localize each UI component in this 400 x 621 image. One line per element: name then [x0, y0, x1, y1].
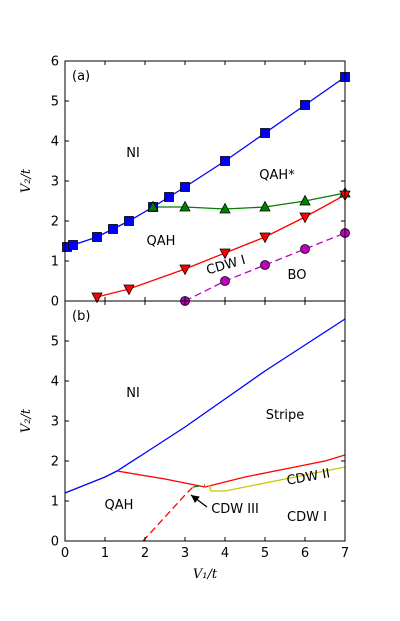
x-tick-label: 7 — [341, 546, 349, 561]
region-label: CDW III — [211, 502, 259, 517]
x-tick-label: 4 — [221, 546, 229, 561]
panel-b: 0 1 2 3 4 5 0 1 2 3 4 5 6 7 V₂/t V₁/t (b) NI Stripe QAH CDW … — [19, 300, 349, 582]
y-tick-label: 0 — [51, 535, 59, 550]
data-point-triangle-up — [219, 202, 231, 214]
data-point-circle — [260, 260, 270, 270]
data-point-square — [108, 224, 118, 234]
data-point-square — [180, 182, 190, 192]
region-label: BO — [288, 268, 307, 283]
data-point-triangle-down — [91, 292, 103, 304]
y-axis-label: V₂/t — [19, 168, 34, 193]
x-tick-label: 5 — [261, 546, 269, 561]
y-tick-label: 2 — [51, 215, 59, 230]
series-line-2 — [116, 470, 206, 488]
data-point-square — [124, 216, 134, 226]
y-tick-label: 4 — [51, 375, 59, 390]
data-point-triangle-down — [219, 248, 231, 260]
x-tick-label: 1 — [101, 546, 109, 561]
region-labels: NI Stripe QAH CDW II CDW III CDW I — [105, 386, 332, 525]
data-point-square — [92, 232, 102, 242]
data-point-triangle-down — [299, 212, 311, 224]
y-tick-label: 2 — [51, 455, 59, 470]
x-tick-label: 3 — [181, 546, 189, 561]
y-tick-label: 0 — [51, 295, 59, 310]
x-tick-label: 6 — [301, 546, 309, 561]
region-label: NI — [126, 146, 140, 161]
y-tick-label: 5 — [51, 335, 59, 350]
region-label: QAH — [147, 234, 176, 249]
region-label: CDW II — [286, 466, 332, 488]
plot-area — [65, 318, 345, 541]
y-tick-label: 3 — [51, 415, 59, 430]
y-ticks: 0 1 2 3 4 5 6 — [51, 55, 345, 310]
data-point-triangle-up — [259, 200, 271, 212]
data-point-triangle-up — [147, 200, 159, 212]
series-line-4 — [184, 232, 345, 301]
x-ticks — [64, 61, 346, 301]
panel-label: (b) — [72, 309, 90, 324]
region-label: NI — [126, 386, 140, 401]
y-tick-label: 1 — [51, 255, 59, 270]
region-label: QAH* — [259, 168, 295, 183]
region-label: Stripe — [266, 408, 305, 423]
data-point-circle — [300, 244, 310, 254]
data-point-circle — [220, 276, 230, 286]
data-point-square — [68, 240, 78, 250]
panel-label: (a) — [72, 69, 90, 84]
y-tick-label: 1 — [51, 495, 59, 510]
y-tick-label: 3 — [51, 175, 59, 190]
x-axis-label: V₁/t — [193, 567, 218, 582]
y-tick-label: 5 — [51, 95, 59, 110]
y-ticks: 0 1 2 3 4 5 — [51, 335, 345, 550]
x-ticks: 0 1 2 3 4 5 6 7 — [61, 301, 349, 561]
data-point-triangle-up — [299, 194, 311, 206]
data-point-square — [220, 156, 230, 166]
region-label: QAH — [105, 498, 134, 513]
y-tick-label: 6 — [51, 55, 59, 70]
series-line-3 — [204, 454, 345, 488]
region-label: CDW I — [287, 510, 327, 525]
annotation-arrow-head — [191, 495, 200, 503]
data-point-triangle-down — [179, 264, 191, 276]
series-line-4 — [208, 466, 345, 492]
data-point-triangle-down — [123, 284, 135, 296]
data-point-triangle-down — [259, 232, 271, 244]
data-point-square — [260, 128, 270, 138]
y-axis-label: V₂/t — [19, 408, 34, 433]
data-point-triangle-up — [179, 200, 191, 212]
series-line-6 — [192, 484, 206, 488]
series-line-1 — [65, 318, 345, 494]
x-tick-label: 2 — [141, 546, 149, 561]
x-tick-label: 0 — [61, 546, 69, 561]
data-point-square — [300, 100, 310, 110]
y-tick-label: 4 — [51, 135, 59, 150]
series-line-5 — [142, 486, 194, 541]
data-point-square — [164, 192, 174, 202]
series-line-2 — [153, 192, 345, 210]
